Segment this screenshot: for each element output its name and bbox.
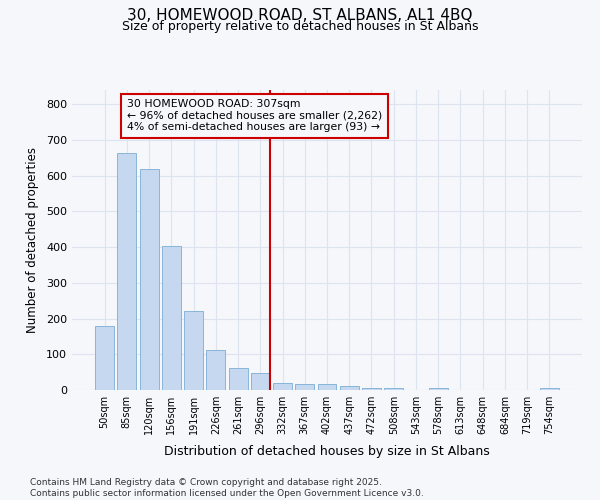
Bar bbox=[229, 368, 248, 390]
Text: Size of property relative to detached houses in St Albans: Size of property relative to detached ho… bbox=[122, 20, 478, 33]
Bar bbox=[273, 383, 292, 390]
Bar bbox=[95, 326, 114, 390]
Bar bbox=[429, 388, 448, 390]
Bar bbox=[340, 386, 359, 390]
Bar bbox=[206, 350, 225, 390]
Text: 30 HOMEWOOD ROAD: 307sqm
← 96% of detached houses are smaller (2,262)
4% of semi: 30 HOMEWOOD ROAD: 307sqm ← 96% of detach… bbox=[127, 99, 382, 132]
Y-axis label: Number of detached properties: Number of detached properties bbox=[26, 147, 39, 333]
Bar bbox=[184, 312, 203, 390]
Text: 30, HOMEWOOD ROAD, ST ALBANS, AL1 4BQ: 30, HOMEWOOD ROAD, ST ALBANS, AL1 4BQ bbox=[127, 8, 473, 22]
Bar bbox=[540, 388, 559, 390]
Bar bbox=[295, 384, 314, 390]
Bar bbox=[384, 388, 403, 390]
Bar bbox=[251, 373, 270, 390]
Text: Contains HM Land Registry data © Crown copyright and database right 2025.
Contai: Contains HM Land Registry data © Crown c… bbox=[30, 478, 424, 498]
X-axis label: Distribution of detached houses by size in St Albans: Distribution of detached houses by size … bbox=[164, 446, 490, 458]
Bar bbox=[140, 168, 158, 390]
Bar bbox=[118, 152, 136, 390]
Bar bbox=[362, 388, 381, 390]
Bar bbox=[317, 384, 337, 390]
Bar bbox=[162, 246, 181, 390]
